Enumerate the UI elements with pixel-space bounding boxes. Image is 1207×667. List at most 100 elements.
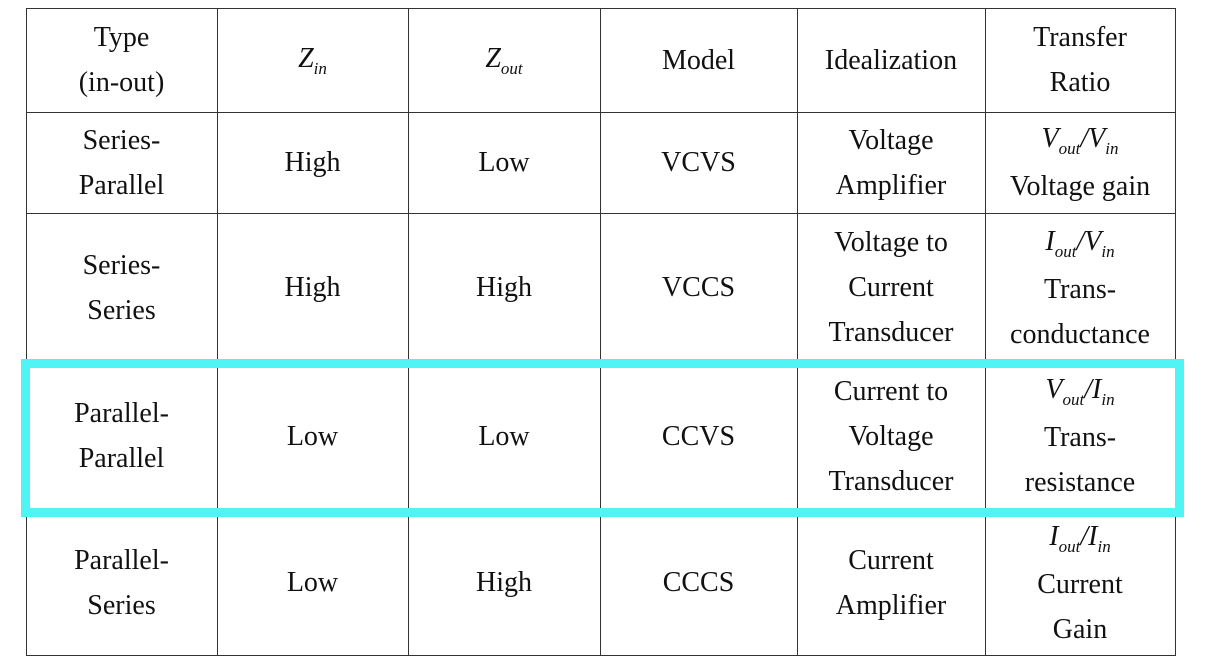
symbol: V (1045, 374, 1063, 405)
row-rule (26, 655, 1176, 656)
cell-line: Low (286, 420, 339, 452)
subscript: in (1097, 536, 1111, 556)
table-cell: Low (217, 510, 408, 655)
cell-line: Amplifier (835, 169, 947, 201)
cell-line: Series (87, 589, 156, 621)
table-cell: Parallel- Parallel (26, 362, 217, 510)
column-rule (1175, 8, 1176, 656)
table-cell: Series- Parallel (26, 112, 217, 213)
table-cell: Low (408, 362, 600, 510)
cell-line: Trans- (1043, 422, 1117, 453)
cell-line: Voltage to (834, 227, 948, 258)
table-cell: VCVS (600, 112, 797, 213)
cell-line: Current (1037, 568, 1123, 600)
table-cell: Low (408, 112, 600, 213)
column-rule (985, 8, 986, 656)
cell-line: High (476, 567, 532, 598)
table-cell: High (217, 112, 408, 213)
column-rule (408, 8, 409, 656)
table-cell: CCCS (600, 510, 797, 655)
header-cell: Idealization (797, 8, 985, 112)
cell-line: High (284, 147, 341, 178)
table-cell: Series- Series (26, 213, 217, 362)
cell-line: Amplifier (835, 589, 947, 621)
table-cell: CCVS (600, 362, 797, 510)
header-cell: Transfer Ratio (985, 8, 1175, 112)
cell-line: Model (661, 44, 736, 76)
table-cell: High (408, 213, 600, 362)
cell-line: Current (848, 544, 934, 576)
cell-line: Current (848, 272, 934, 303)
header-cell: Model (600, 8, 797, 112)
cell-line: VCCS (661, 272, 736, 303)
cell-line: Type (93, 22, 150, 53)
subscript: out (1058, 139, 1081, 158)
row-rule (26, 112, 1176, 113)
cell-line: resistance (1024, 467, 1136, 498)
symbol: I (1092, 374, 1102, 405)
cell-line: Series (87, 294, 156, 326)
header-cell: Zin (217, 8, 408, 112)
symbol: Z (298, 43, 314, 74)
cell-line: Low (286, 567, 339, 598)
cell-line: Transducer (828, 317, 954, 348)
table-cell: High (217, 213, 408, 362)
subscript: out (1058, 536, 1081, 556)
cell-line: Zout (485, 36, 522, 84)
header-cell: Zout (408, 8, 600, 112)
cell-line: Vout/Iin (1045, 367, 1114, 415)
symbol: I (1088, 520, 1098, 552)
cell-line: Trans- (1043, 273, 1117, 305)
row-highlight (21, 359, 1184, 517)
cell-line: Gain (1052, 613, 1108, 645)
cell-line: CCVS (661, 420, 736, 452)
cell-line: Voltage gain (1009, 171, 1151, 202)
cell-line: Zin (298, 36, 327, 84)
column-rule (600, 8, 601, 656)
table-cell: Current to Voltage Transducer (797, 362, 985, 510)
subscript: out (1062, 390, 1085, 409)
subscript: out (1054, 241, 1077, 261)
cell-line: Iout/Vin (1045, 219, 1114, 267)
symbol: V (1084, 225, 1102, 257)
symbol: / (1080, 520, 1089, 552)
table-cell: Voltage to Current Transducer (797, 213, 985, 362)
column-rule (797, 8, 798, 656)
table-cell: Current Amplifier (797, 510, 985, 655)
symbol: I (1049, 520, 1059, 552)
cell-line: Voltage (848, 420, 934, 452)
table-cell: Parallel- Series (26, 510, 217, 655)
cell-line: Idealization (824, 44, 958, 76)
subscript: in (313, 59, 327, 78)
symbol: / (1084, 374, 1093, 405)
subscript: in (1101, 390, 1115, 409)
cell-line: VCVS (661, 147, 736, 178)
table-cell: Vout/Vin Voltage gain (985, 112, 1175, 213)
cell-line: Low (478, 147, 530, 178)
cell-line: Vout/Vin (1042, 116, 1119, 164)
symbol: I (1045, 225, 1055, 257)
cell-line: Iout/Iin (1049, 514, 1110, 562)
table-cell: Iout/Iin Current Gain (985, 510, 1175, 655)
subscript: in (1105, 139, 1119, 158)
symbol: V (1041, 123, 1059, 154)
subscript: in (1101, 241, 1115, 261)
cell-line: High (476, 272, 532, 303)
symbol: / (1076, 225, 1085, 257)
cell-line: Parallel- (74, 398, 169, 429)
row-rule (26, 213, 1176, 214)
symbol: Z (485, 43, 501, 74)
table-cell: Vout/Iin Trans-resistance (985, 362, 1175, 510)
cell-line: Parallel (78, 443, 165, 474)
header-cell: Type (in-out) (26, 8, 217, 112)
cell-line: Voltage (848, 124, 934, 156)
table-cell: Voltage Amplifier (797, 112, 985, 213)
cell-line: Transducer (828, 465, 954, 497)
symbol: V (1088, 123, 1106, 154)
table-cell: Low (217, 362, 408, 510)
cell-line: Current to (833, 375, 949, 407)
cell-line: Parallel (78, 169, 165, 201)
cell-line: Ratio (1049, 67, 1111, 98)
column-rule (26, 8, 27, 656)
table-cell: Iout/Vin Trans-conductance (985, 213, 1175, 362)
